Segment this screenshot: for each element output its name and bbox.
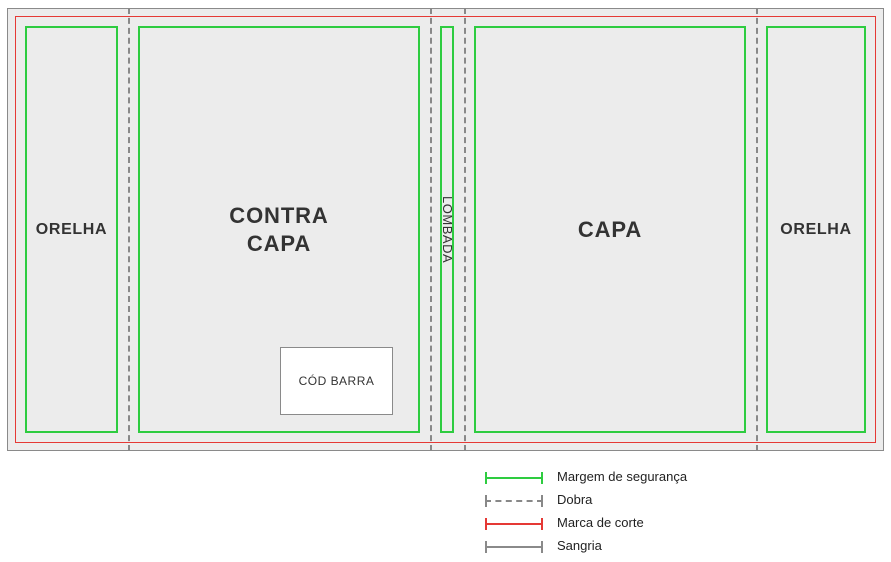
legend-line-fold [485,500,543,502]
legend-tick-right-fold [541,495,543,507]
legend-tick-right-corte [541,518,543,530]
legend-row-sangria: Sangria [485,539,687,554]
legend-row-fold: Dobra [485,493,687,508]
legend-label-fold: Dobra [557,492,592,507]
legend-row-corte: Marca de corte [485,516,687,531]
legend-swatch-safe [485,471,543,485]
legend-tick-left-sangria [485,541,487,553]
legend-tick-right-safe [541,472,543,484]
legend-label-corte: Marca de corte [557,515,644,530]
barcode-placeholder: CÓD BARRA [280,347,393,415]
label-lombada: LOMBADA [430,8,464,451]
legend-tick-left-safe [485,472,487,484]
legend-line-corte [485,523,543,525]
legend-tick-left-fold [485,495,487,507]
legend: Margem de segurança Dobra Marca de corte Sa… [485,470,687,562]
label-capa: CAPA [464,8,756,451]
legend-tick-right-sangria [541,541,543,553]
legend-tick-left-corte [485,518,487,530]
label-orelha-left: ORELHA [15,8,128,451]
legend-swatch-corte [485,517,543,531]
legend-line-sangria [485,546,543,548]
legend-label-safe: Margem de segurança [557,469,687,484]
legend-label-sangria: Sangria [557,538,602,553]
legend-swatch-fold [485,494,543,508]
label-orelha-right: ORELHA [756,8,876,451]
legend-row-safe: Margem de segurança [485,470,687,485]
book-cover-template-diagram: ORELHACONTRACAPALOMBADACAPAORELHACÓD BAR… [0,0,891,561]
legend-swatch-sangria [485,540,543,554]
legend-line-safe [485,477,543,479]
